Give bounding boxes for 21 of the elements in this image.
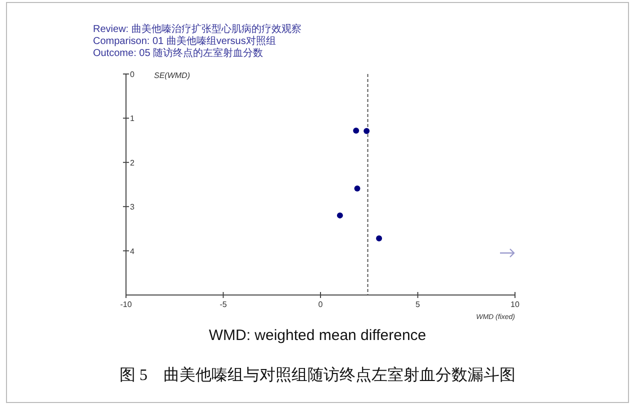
x-tick-label: 0 [318, 300, 324, 309]
text: WMD: weighted mean difference [208, 327, 426, 344]
point [354, 185, 360, 192]
point [364, 128, 370, 134]
text: Comparison: 01 曲美他嗪组versus对照组 [93, 35, 276, 47]
caption: 图 5 曲美他嗪组与对照组随访终点左室射血分数漏斗图 [120, 366, 516, 384]
y-tick-label: 1 [130, 114, 135, 124]
x-tick-label: -10 [120, 300, 132, 309]
y-tick-label: 4 [130, 246, 135, 256]
x-tick-label: 5 [416, 300, 421, 309]
text: Outcome: 05 随访终点的左室射血分数 [93, 47, 264, 59]
y-tick-label: 2 [130, 158, 135, 168]
x-tick-label: 10 [510, 300, 520, 309]
y-tick-label: 0 [130, 70, 135, 79]
point [376, 235, 382, 242]
point [336, 212, 343, 218]
point [353, 128, 360, 134]
y-tick-label: 3 [130, 202, 135, 212]
text: Review: 曲美他嗪治疗扩张型心肌病的疗效观察 [93, 23, 302, 35]
x-tick-label: -5 [220, 300, 228, 309]
y-axis-title: SE(WMD) [154, 71, 190, 80]
